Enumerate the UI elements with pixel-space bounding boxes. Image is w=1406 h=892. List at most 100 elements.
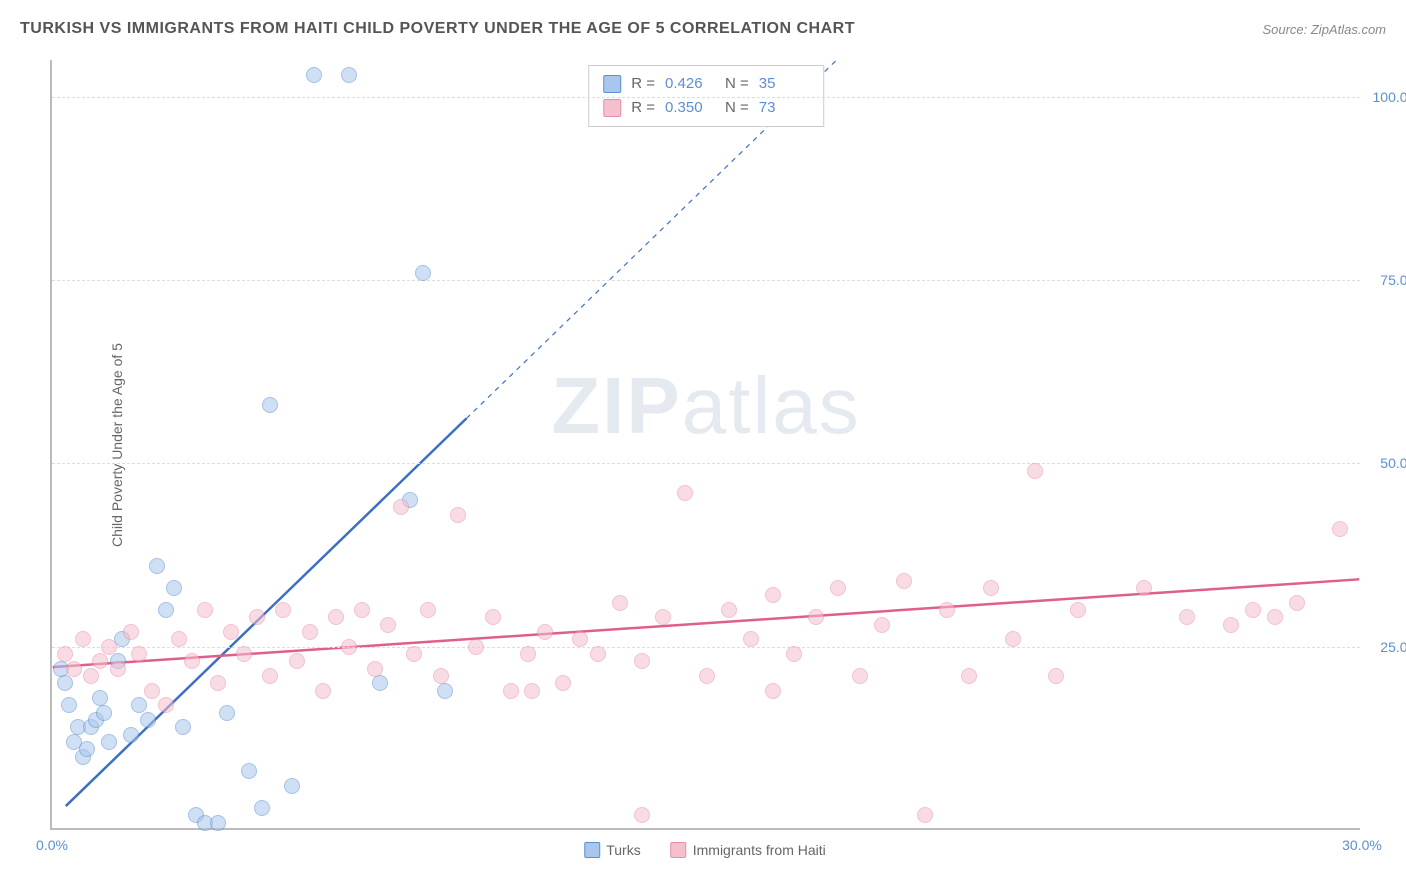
legend-item: Turks	[584, 842, 640, 858]
gridline	[52, 280, 1360, 281]
data-point	[57, 675, 73, 691]
data-point	[57, 646, 73, 662]
chart-header: TURKISH VS IMMIGRANTS FROM HAITI CHILD P…	[20, 20, 1386, 38]
legend-label: Turks	[606, 842, 640, 858]
data-point	[241, 763, 257, 779]
stats-row: R =0.426N =35	[603, 72, 809, 96]
data-point	[158, 697, 174, 713]
data-point	[485, 609, 501, 625]
series-legend: TurksImmigrants from Haiti	[584, 842, 826, 858]
data-point	[61, 697, 77, 713]
data-point	[380, 617, 396, 633]
data-point	[197, 602, 213, 618]
legend-swatch	[584, 842, 600, 858]
data-point	[1136, 580, 1152, 596]
data-point	[254, 800, 270, 816]
data-point	[315, 683, 331, 699]
data-point	[262, 397, 278, 413]
data-point	[275, 602, 291, 618]
data-point	[437, 683, 453, 699]
data-point	[874, 617, 890, 633]
scatter-plot: ZIPatlas R =0.426N =35R =0.350N =73 25.0…	[50, 60, 1360, 830]
data-point	[415, 265, 431, 281]
data-point	[939, 602, 955, 618]
data-point	[765, 683, 781, 699]
data-point	[236, 646, 252, 662]
data-point	[917, 807, 933, 823]
data-point	[166, 580, 182, 596]
n-label: N =	[725, 72, 749, 96]
data-point	[171, 631, 187, 647]
data-point	[786, 646, 802, 662]
data-point	[555, 675, 571, 691]
gridline	[52, 463, 1360, 464]
chart-area: Child Poverty Under the Age of 5 ZIPatla…	[50, 60, 1360, 830]
data-point	[210, 815, 226, 831]
data-point	[983, 580, 999, 596]
data-point	[302, 624, 318, 640]
data-point	[110, 661, 126, 677]
y-tick-label: 75.0%	[1365, 272, 1406, 288]
data-point	[765, 587, 781, 603]
data-point	[79, 741, 95, 757]
data-point	[1289, 595, 1305, 611]
data-point	[284, 778, 300, 794]
watermark-text: ZIPatlas	[551, 360, 860, 452]
legend-swatch	[603, 75, 621, 93]
data-point	[655, 609, 671, 625]
r-label: R =	[631, 96, 655, 120]
data-point	[524, 683, 540, 699]
data-point	[210, 675, 226, 691]
data-point	[612, 595, 628, 611]
data-point	[96, 705, 112, 721]
data-point	[158, 602, 174, 618]
data-point	[961, 668, 977, 684]
data-point	[123, 624, 139, 640]
data-point	[808, 609, 824, 625]
data-point	[249, 609, 265, 625]
data-point	[450, 507, 466, 523]
data-point	[1048, 668, 1064, 684]
data-point	[372, 675, 388, 691]
y-tick-label: 25.0%	[1365, 639, 1406, 655]
data-point	[140, 712, 156, 728]
gridline	[52, 97, 1360, 98]
data-point	[354, 602, 370, 618]
data-point	[223, 624, 239, 640]
data-point	[1179, 609, 1195, 625]
data-point	[634, 653, 650, 669]
data-point	[1332, 521, 1348, 537]
chart-title: TURKISH VS IMMIGRANTS FROM HAITI CHILD P…	[20, 20, 855, 38]
data-point	[699, 668, 715, 684]
trend-line	[66, 418, 467, 806]
x-tick-label: 30.0%	[1342, 837, 1382, 853]
data-point	[101, 639, 117, 655]
data-point	[92, 690, 108, 706]
data-point	[537, 624, 553, 640]
r-value: 0.426	[665, 72, 715, 96]
data-point	[590, 646, 606, 662]
data-point	[75, 631, 91, 647]
data-point	[131, 646, 147, 662]
n-value: 73	[759, 96, 809, 120]
legend-swatch	[671, 842, 687, 858]
data-point	[1005, 631, 1021, 647]
y-tick-label: 50.0%	[1365, 455, 1406, 471]
data-point	[1027, 463, 1043, 479]
data-point	[677, 485, 693, 501]
data-point	[503, 683, 519, 699]
data-point	[406, 646, 422, 662]
data-point	[433, 668, 449, 684]
x-tick-label: 0.0%	[36, 837, 68, 853]
r-label: R =	[631, 72, 655, 96]
data-point	[328, 609, 344, 625]
data-point	[420, 602, 436, 618]
data-point	[341, 67, 357, 83]
y-tick-label: 100.0%	[1365, 89, 1406, 105]
n-label: N =	[725, 96, 749, 120]
data-point	[1223, 617, 1239, 633]
data-point	[393, 499, 409, 515]
data-point	[184, 653, 200, 669]
data-point	[520, 646, 536, 662]
data-point	[123, 727, 139, 743]
